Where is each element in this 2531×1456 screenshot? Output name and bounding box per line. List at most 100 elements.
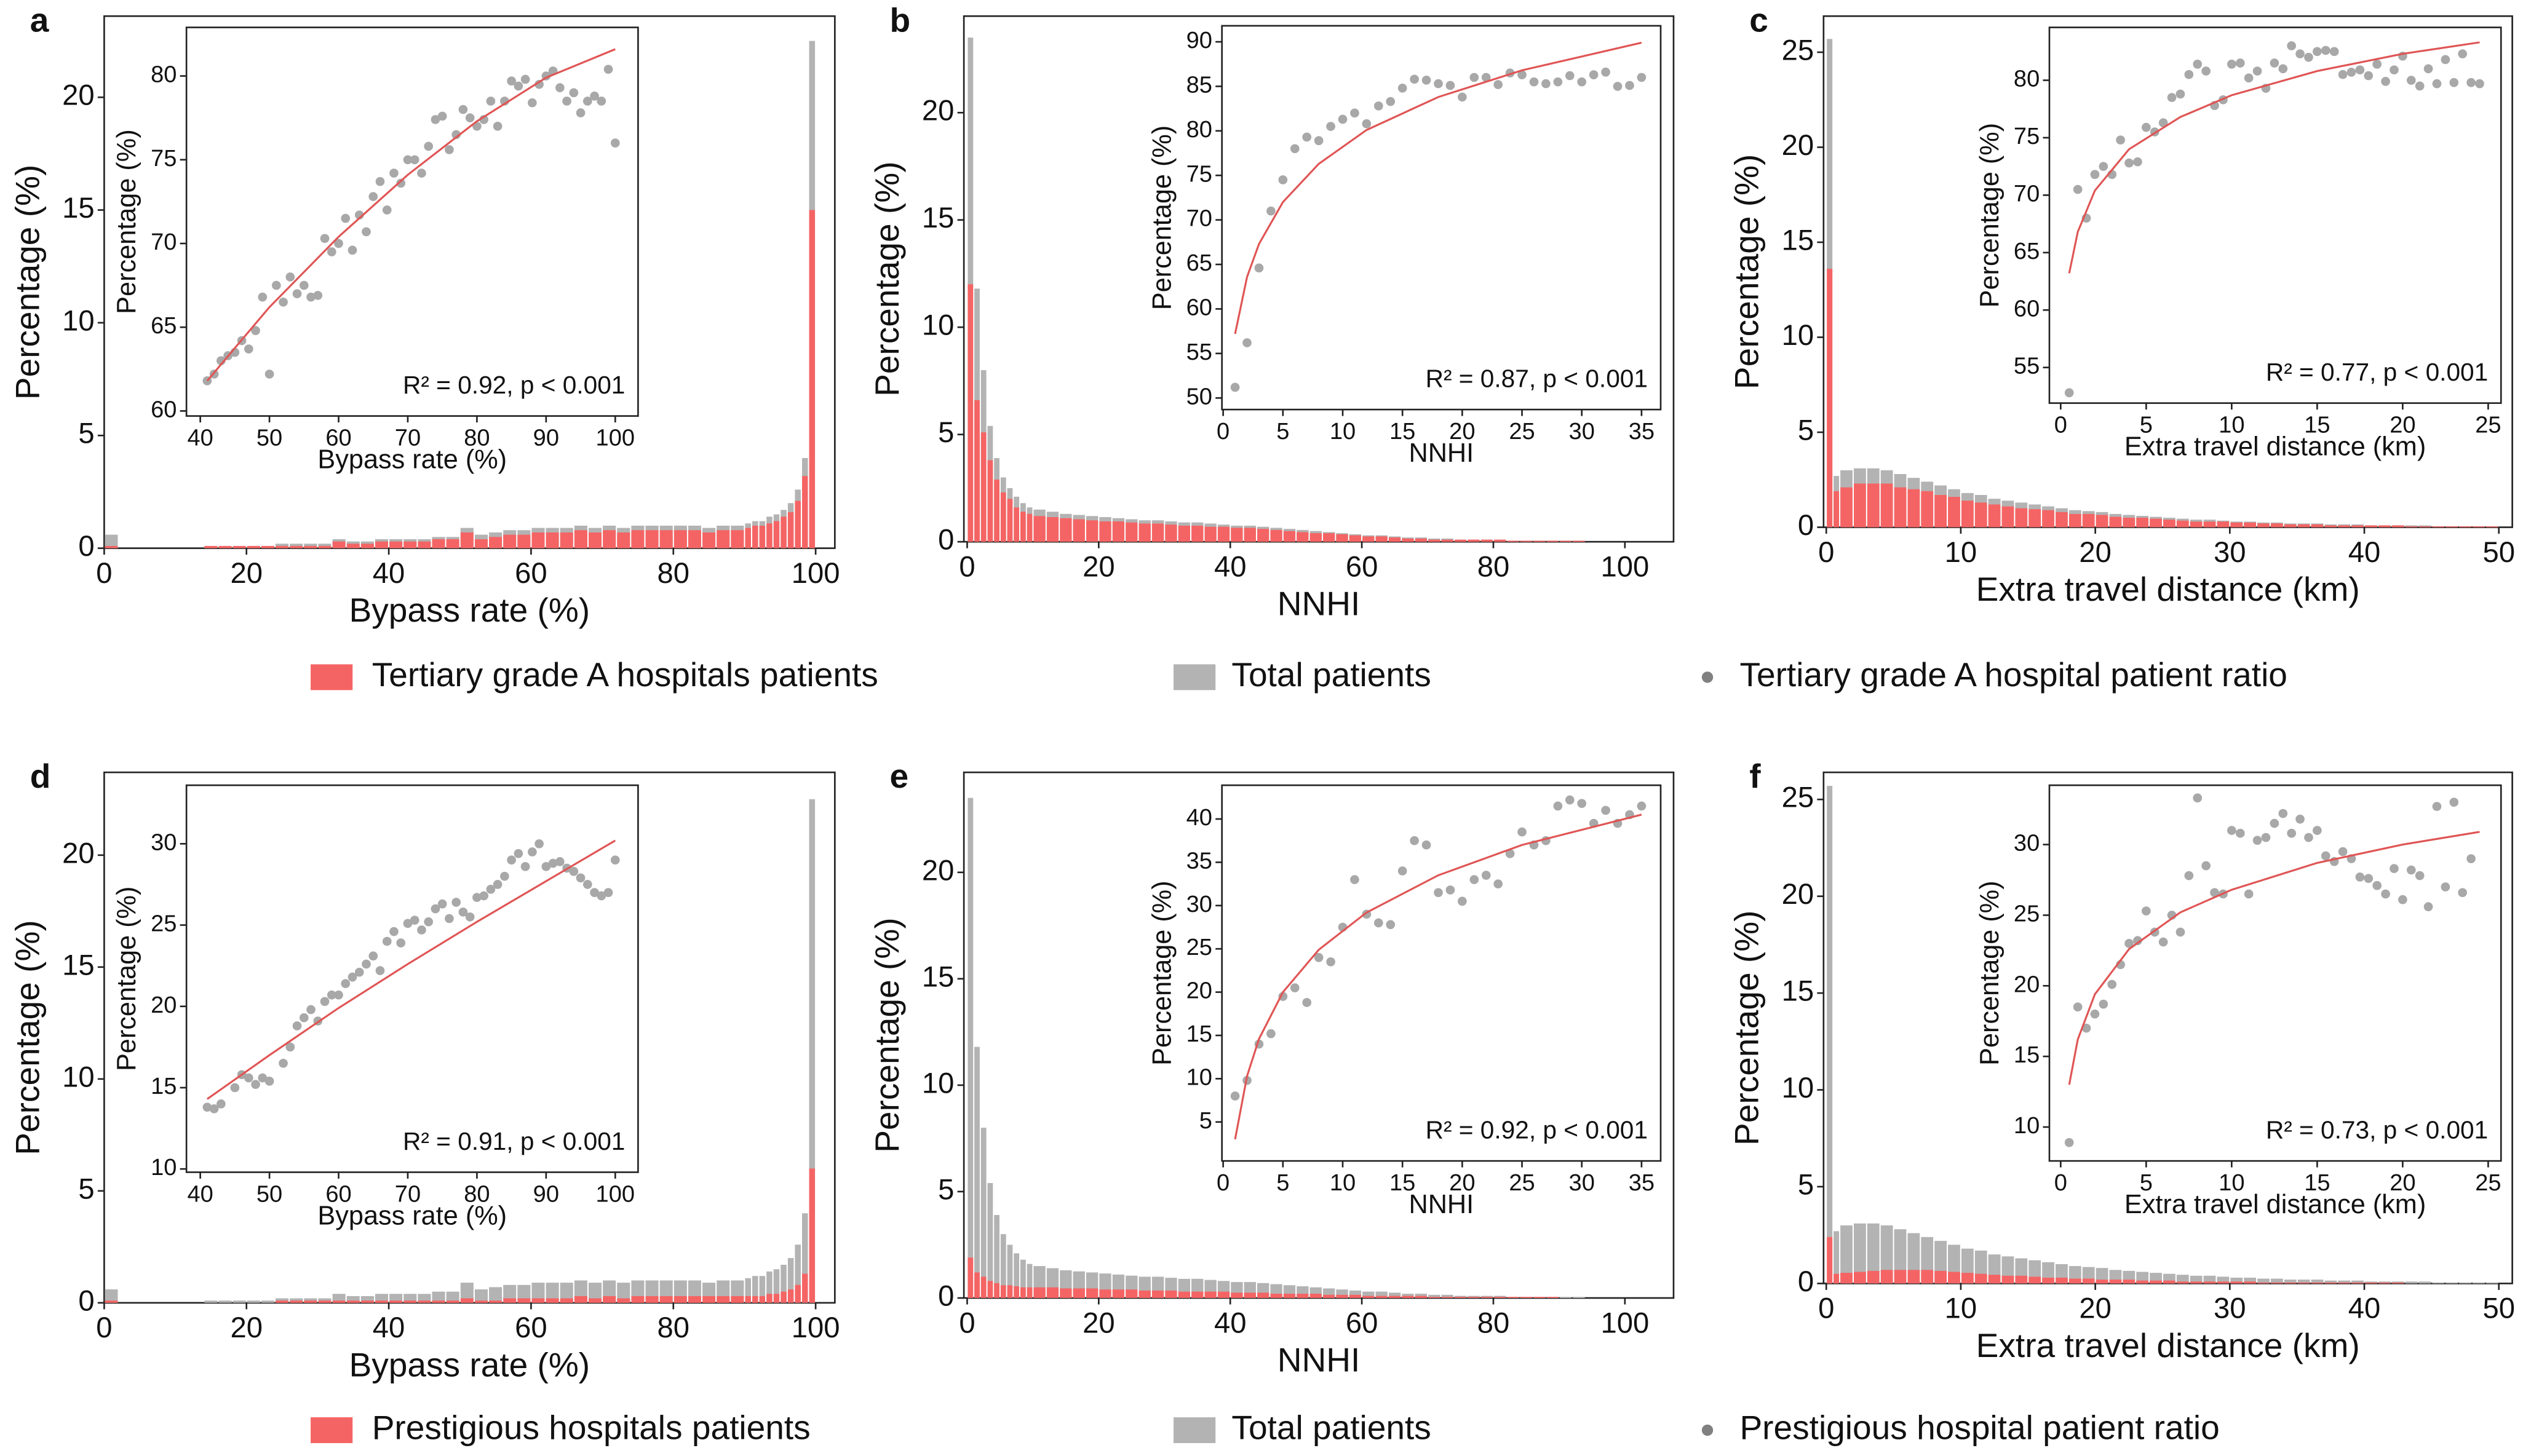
y-tick-label: 15 (1186, 1021, 1212, 1047)
y-tick-label: 55 (2014, 354, 2040, 379)
bar (218, 1300, 232, 1303)
bar (759, 1296, 766, 1303)
x-tick-label: 10 (1945, 536, 1977, 569)
bar (2446, 526, 2458, 528)
y-tick-label: 80 (151, 62, 177, 88)
scatter-point (562, 97, 571, 106)
y-tick-label: 30 (151, 829, 177, 855)
scatter-point (1613, 82, 1623, 91)
x-tick-label: 70 (395, 425, 421, 451)
bar (1099, 521, 1111, 542)
x-axis-label: Bypass rate (%) (317, 1201, 507, 1230)
bar (2351, 1282, 2364, 1284)
bar (346, 1300, 360, 1303)
fit-annotation: R² = 0.91, p < 0.001 (403, 1127, 625, 1155)
fit-annotation: R² = 0.92, p < 0.001 (1426, 1116, 1648, 1144)
bar (974, 1046, 980, 1299)
bar (517, 1284, 531, 1303)
x-tick-label: 20 (1449, 1170, 1475, 1196)
scatter-point (520, 74, 530, 84)
bar (1014, 507, 1020, 542)
bar (261, 1300, 274, 1303)
bar (795, 1244, 801, 1303)
scatter-point (327, 990, 336, 1000)
bar (1322, 533, 1335, 542)
bar (1974, 502, 1987, 528)
bar (2324, 525, 2337, 528)
bar (489, 1287, 503, 1303)
y-tick-label: 25 (1782, 34, 1814, 66)
bar (2150, 1280, 2162, 1284)
bar (1217, 526, 1230, 542)
scatter-point (445, 914, 454, 924)
scatter-point (2304, 52, 2313, 62)
scatter-point (403, 919, 413, 928)
scatter-point (1338, 114, 1348, 124)
bar (1138, 1290, 1151, 1299)
x-tick-label: 20 (230, 557, 263, 590)
scatter-point (1517, 827, 1527, 837)
bar (795, 1284, 801, 1303)
scatter-point (264, 370, 274, 379)
x-tick-label: 60 (515, 557, 547, 590)
bar (375, 541, 389, 548)
y-tick-label: 15 (62, 192, 95, 224)
bar (276, 1300, 289, 1303)
bar (360, 1300, 374, 1303)
bar (731, 1296, 744, 1303)
x-tick-label: 10 (2219, 412, 2244, 438)
y-tick-label: 50 (1186, 384, 1212, 410)
x-axis-label: NNHI (1277, 585, 1361, 623)
bar (290, 1300, 303, 1303)
y-tick-label: 65 (1186, 250, 1212, 276)
x-tick-label: 15 (2304, 1170, 2330, 1196)
bar (2136, 1280, 2149, 1284)
scatter-point (2116, 135, 2125, 145)
y-tick-label: 15 (1782, 224, 1814, 256)
bar (2365, 525, 2377, 528)
y-tick-label: 20 (62, 837, 95, 869)
bar (546, 1283, 559, 1303)
bar (2270, 1282, 2283, 1284)
y-tick-label: 10 (1782, 319, 1814, 352)
bar (1027, 513, 1033, 542)
y-tick-label: 5 (1798, 1168, 1814, 1201)
bar (290, 545, 303, 548)
bar (2056, 1277, 2068, 1284)
scatter-point (2406, 865, 2416, 875)
bar (688, 530, 701, 548)
bar (2001, 506, 2014, 528)
scatter-point (2466, 854, 2476, 863)
bar (2015, 508, 2028, 528)
x-tick-label: 40 (373, 1312, 405, 1344)
bar (247, 545, 260, 548)
scatter-point (1290, 144, 1300, 154)
scatter-point (1386, 97, 1396, 106)
bar (2230, 1277, 2243, 1284)
y-tick-label: 0 (938, 1280, 954, 1312)
bar (1283, 531, 1296, 542)
scatter-point (1481, 73, 1491, 82)
bar (1921, 491, 1934, 528)
bar (2176, 1275, 2189, 1284)
scatter-point (375, 966, 385, 975)
scatter-point (1397, 83, 1407, 93)
scatter-point (354, 967, 364, 977)
bar (304, 545, 317, 548)
bar (489, 537, 503, 548)
bar (1468, 1297, 1480, 1299)
bar (2284, 1280, 2297, 1284)
bar (781, 1291, 787, 1303)
y-tick-label: 55 (1186, 339, 1212, 365)
fit-line (206, 48, 616, 382)
bar (1165, 524, 1177, 542)
x-tick-label: 0 (1217, 419, 1230, 445)
scatter-point (2287, 41, 2296, 50)
bar (752, 525, 758, 548)
scatter-point (2321, 851, 2330, 861)
scatter-point (514, 849, 523, 858)
x-tick-label: 40 (2348, 536, 2381, 569)
scatter-point (251, 326, 260, 335)
y-tick-label: 5 (938, 1173, 954, 1206)
scatter-point (597, 97, 606, 106)
